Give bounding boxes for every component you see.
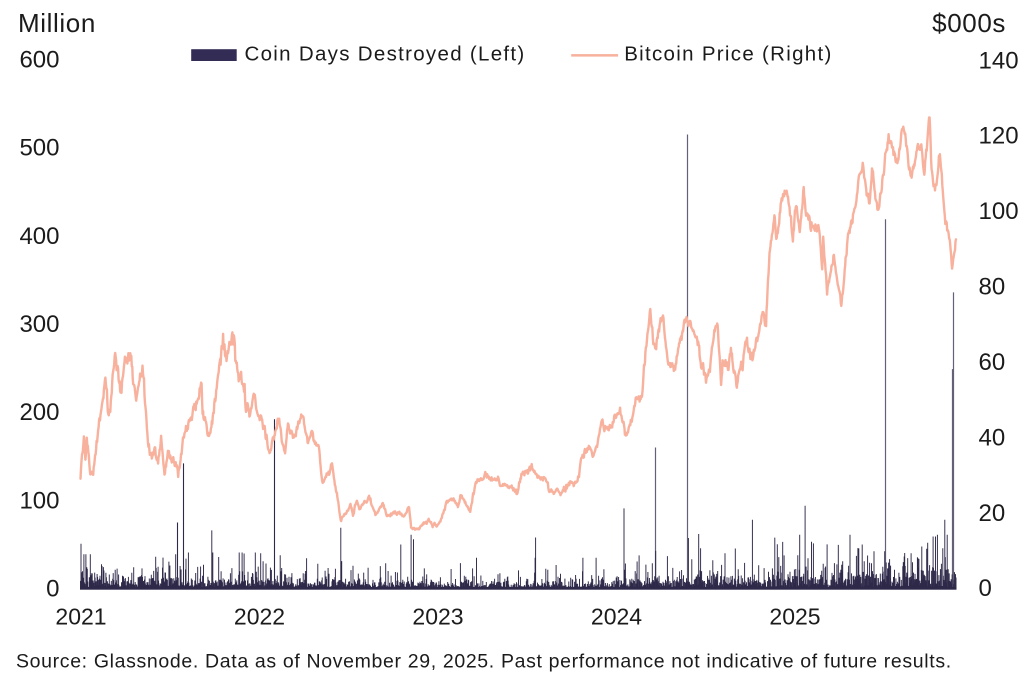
svg-text:Coin Days Destroyed (Left): Coin Days Destroyed (Left) — [245, 43, 526, 66]
svg-text:100: 100 — [979, 198, 1019, 225]
svg-text:400: 400 — [19, 223, 59, 250]
svg-text:Bitcoin Price (Right): Bitcoin Price (Right) — [624, 43, 832, 66]
svg-text:2022: 2022 — [234, 604, 285, 630]
svg-text:2025: 2025 — [769, 604, 820, 630]
svg-text:500: 500 — [19, 135, 59, 162]
svg-text:80: 80 — [979, 274, 1006, 301]
svg-text:120: 120 — [979, 123, 1019, 150]
svg-text:60: 60 — [979, 349, 1006, 376]
svg-text:2023: 2023 — [412, 604, 463, 630]
svg-text:20: 20 — [979, 500, 1006, 527]
svg-text:Million: Million — [18, 8, 96, 38]
svg-text:140: 140 — [979, 47, 1019, 74]
svg-text:$000s: $000s — [932, 8, 1006, 38]
svg-text:0: 0 — [979, 575, 992, 602]
svg-text:2024: 2024 — [591, 604, 642, 630]
svg-text:200: 200 — [19, 399, 59, 426]
svg-text:0: 0 — [46, 575, 59, 602]
svg-text:600: 600 — [19, 47, 59, 74]
svg-text:40: 40 — [979, 424, 1006, 451]
svg-text:2021: 2021 — [55, 604, 106, 630]
svg-text:Source: Glassnode. Data as of: Source: Glassnode. Data as of November 2… — [16, 650, 952, 672]
svg-text:300: 300 — [19, 311, 59, 338]
svg-text:100: 100 — [19, 487, 59, 514]
